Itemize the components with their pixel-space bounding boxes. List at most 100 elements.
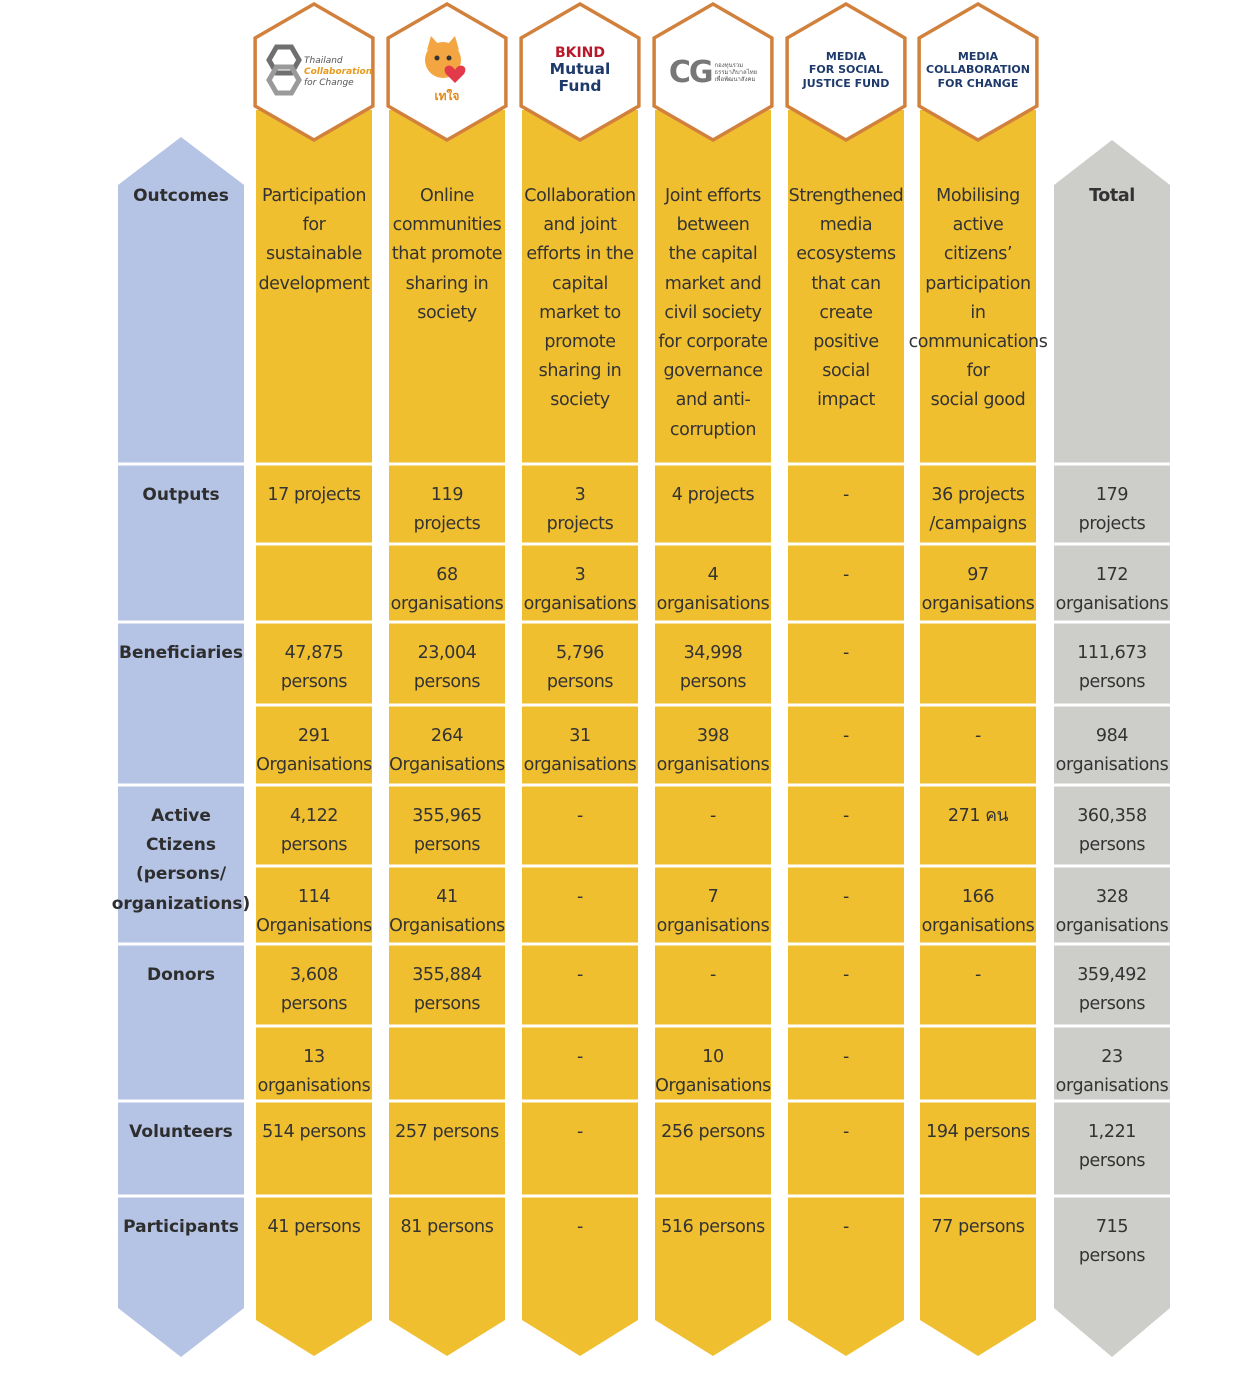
cell-line: 47,875 [284,643,344,663]
sub-row-divider [920,1024,1036,1028]
total-cell: 359,492 persons [1052,961,1172,1019]
cell-line: persons [413,994,481,1015]
outcome-cell: Collaboration and joint efforts in the capi… [518,182,642,416]
sub-row-divider [1054,864,1170,868]
cell-line: organisations [656,916,770,937]
cell-line: create [819,302,873,323]
row-divider [389,462,505,466]
cell-line: persons [280,672,348,693]
data-cell: - [784,1213,908,1242]
cell-line: sharing in [405,273,489,294]
cell-line: the capital [668,244,758,265]
sub-row-divider [256,864,372,868]
taejai-logo-text: เทใจ [395,32,499,112]
data-cell: 5,796 persons [518,639,642,697]
data-cell: 17 projects [252,481,376,510]
cell-line: 34,998 [683,643,743,663]
org-column-band [655,110,771,1356]
row-divider [920,620,1036,624]
data-cell: 23,004 persons [385,639,509,697]
data-cell: 256 persons [651,1118,775,1147]
cell-line: Total [1089,186,1135,206]
data-cell: - [784,481,908,510]
cell-line: Organisations [256,755,372,776]
total-cell: 1,221 persons [1052,1118,1172,1176]
data-cell: 355,965 persons [385,802,509,860]
data-cell: 119 projects [385,481,509,539]
cell-line: development [258,273,370,294]
cell-line: persons [1078,672,1146,693]
sub-row-divider [522,864,638,868]
data-cell: 514 persons [252,1118,376,1147]
cell-line: organisations [257,1076,371,1097]
cell-line: 111,673 [1077,643,1147,663]
cell-line: and anti- [675,390,751,411]
cell-line: organisations [1055,755,1169,776]
row-divider [1054,1099,1170,1103]
sub-row-divider [256,542,372,546]
cell-line: Participation [261,186,367,206]
cell-line: 5,796 [555,643,605,663]
cell-line: 166 [961,887,995,907]
cell-line: 10 [702,1047,724,1067]
media-collaboration-logo-text: MEDIA COLLABORATION FOR CHANGE [926,30,1030,110]
cell-line: 984 [1095,726,1129,746]
logo-text-line: CG [668,54,714,90]
data-cell: 31 organisations [518,722,642,780]
outcome-cell: Joint efforts between the capital market an… [651,182,775,445]
cell-line: - [577,1217,583,1237]
cell-line: Joint efforts [664,186,761,206]
total-header: Total [1054,182,1170,211]
row-divider [522,942,638,946]
data-cell: 7 organisations [651,883,775,941]
cell-line: 264 [430,726,464,746]
cell-line: market and [664,273,762,294]
row-divider [389,1194,505,1198]
cell-line: - [843,485,849,505]
bkind-logo-text: BKIND Mutual Fund [528,30,632,110]
cell-line: persons [413,672,481,693]
row-label: Beneficiaries [118,639,244,668]
row-divider [655,462,771,466]
total-cell: 111,673 persons [1052,639,1172,697]
data-cell: 194 persons [916,1118,1040,1147]
cell-line: persons [413,835,481,856]
label-column-band [118,137,244,1357]
cell-line: 4,122 [289,806,339,826]
sub-row-divider [788,542,904,546]
logo-text-line: Collaboration [304,66,373,77]
cell-line: /campaigns [929,514,1027,535]
outcomes-label: Outcomes [133,186,229,206]
row-divider [655,620,771,624]
cell-line: persons [1078,1151,1146,1172]
logo-text-line: ธรรมาภิบาลไทย [714,68,758,76]
cg-logo-text: CG กองทุนรวม ธรรมาภิบาลไทย เพื่อพัฒนาสังคม [661,32,765,112]
logo-hexagon [519,1,641,143]
taejai-cat-mascot-logo [425,36,466,83]
row-divider [920,1194,1036,1198]
cell-line: participation [925,273,1031,294]
cell-line: 68 [436,565,458,585]
cell-line: organizations) [111,893,251,914]
sub-row-divider [1054,703,1170,707]
row-divider [1054,462,1170,466]
cell-line: for corporate [658,332,768,353]
cell-line: Outputs [142,485,220,505]
cell-line: organisations [1055,1076,1169,1097]
cell-line: 23,004 [417,643,477,663]
row-divider [655,783,771,787]
cell-line: - [843,887,849,907]
cell-line: 119 [430,485,464,505]
cell-line: Mobilising [936,186,1020,206]
cell-line: 4 projects [671,485,755,505]
data-cell: 68 organisations [385,561,509,619]
row-label: Outputs [118,481,244,510]
logo-hexagon [253,1,375,143]
logo-text-line: FOR CHANGE [937,76,1019,90]
row-label: Active Ctizens (persons/organizations) [112,802,251,919]
cell-line: organisations [656,594,770,615]
logo-text-line: MEDIA [957,49,999,63]
total-cell: 984 organisations [1052,722,1172,780]
cell-line: 97 [967,565,989,585]
sub-row-divider [920,864,1036,868]
